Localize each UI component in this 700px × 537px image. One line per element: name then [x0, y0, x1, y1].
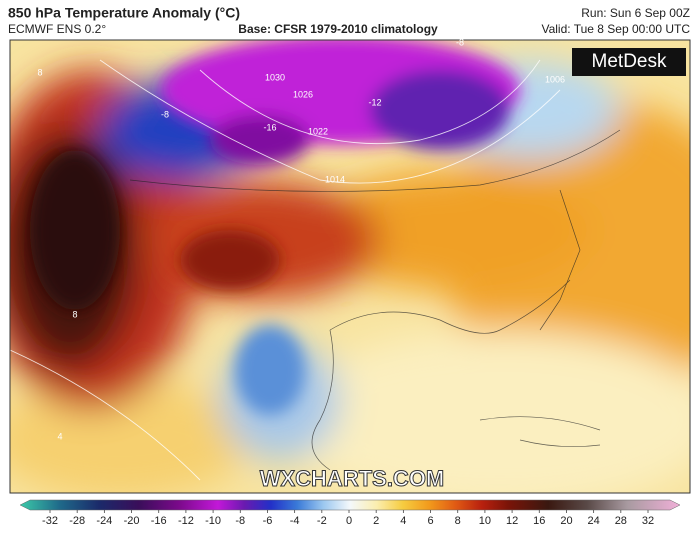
colorbar-tick-label: -32: [42, 515, 58, 527]
colorbar-tick-label: -10: [205, 515, 221, 527]
colorbar-tick-label: 0: [346, 515, 352, 527]
colorbar-tick-label: 20: [560, 515, 572, 527]
logo-box: [572, 48, 686, 76]
contour-label: 1014: [325, 174, 345, 184]
colorbar-tick-label: -28: [69, 515, 85, 527]
contour-label: -8: [161, 109, 169, 119]
colorbar-tick-label: -16: [151, 515, 167, 527]
contour-label: -8: [456, 37, 464, 47]
colorbar-tick-label: 2: [373, 515, 379, 527]
contour-label: -12: [368, 97, 381, 107]
colorbar-tick-label: 16: [533, 515, 545, 527]
colorbar-tick-label: 28: [615, 515, 627, 527]
valid: Valid: Tue 8 Sep 00:00 UTC: [541, 22, 690, 36]
logo: MetDesk: [592, 51, 667, 72]
model: ECMWF ENS 0.2°: [8, 22, 106, 36]
contour-label: 4: [57, 431, 62, 441]
contour-label: -16: [263, 122, 276, 132]
colorbar-tick-label: 24: [588, 515, 600, 527]
contour-label: 1006: [545, 74, 565, 84]
title: 850 hPa Temperature Anomaly (°C): [8, 5, 240, 21]
contour-label: 8: [72, 309, 77, 319]
map: [10, 40, 690, 493]
contour-label: 1030: [265, 72, 285, 82]
base: Base: CFSR 1979-2010 climatology: [238, 22, 438, 36]
run: Run: Sun 6 Sep 00Z: [581, 6, 690, 20]
colorbar-tick-label: 6: [427, 515, 433, 527]
colorbar-tick-label: 8: [455, 515, 461, 527]
colorbar-tick-label: -6: [263, 515, 273, 527]
colorbar-tick-label: -20: [124, 515, 140, 527]
map-frame: [9, 39, 691, 494]
watermark: WXCHARTS.COM: [260, 466, 445, 491]
contour-label: 1022: [308, 126, 328, 136]
colorbar: [19, 499, 681, 511]
colorbar-tick-label: -24: [96, 515, 112, 527]
contour-label: 8: [37, 67, 42, 77]
colorbar-tick-label: 10: [479, 515, 491, 527]
colorbar-tick-label: 12: [506, 515, 518, 527]
colorbar-tick-label: -2: [317, 515, 327, 527]
colorbar-tick-label: -4: [290, 515, 300, 527]
colorbar-tick-label: 4: [400, 515, 406, 527]
colorbar-tick-label: -12: [178, 515, 194, 527]
colorbar-tick-label: -8: [235, 515, 245, 527]
contour-label: 1026: [293, 89, 313, 99]
colorbar-tick-label: 32: [642, 515, 654, 527]
